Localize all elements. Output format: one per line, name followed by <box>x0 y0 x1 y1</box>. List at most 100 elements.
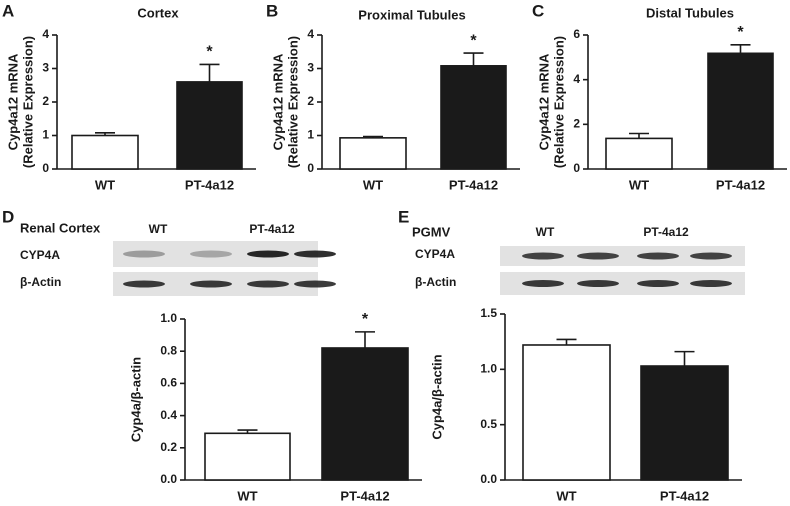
y-axis-label: (Relative Expression) <box>285 36 300 168</box>
significance-mark: * <box>737 24 744 41</box>
y-axis-label: Cyp4a12 mRNA <box>536 53 551 150</box>
y-tick-label: 0.2 <box>160 440 177 454</box>
blot-band <box>522 252 564 260</box>
y-tick-label: 0.8 <box>160 343 177 357</box>
bar <box>321 347 409 481</box>
error-bar <box>355 331 375 348</box>
y-tick-label: 2 <box>573 117 580 131</box>
blot-band <box>190 280 232 288</box>
y-tick-label: 3 <box>307 61 314 75</box>
y-tick-label: 2 <box>42 94 49 108</box>
y-tick-label: 4 <box>307 27 314 41</box>
y-tick-label: 1.5 <box>480 306 497 320</box>
y-tick-label: 4 <box>42 27 49 41</box>
blot-strip <box>500 272 745 295</box>
blot-row-label: β-Actin <box>415 275 456 289</box>
blot-band <box>294 280 336 288</box>
error-bar <box>237 429 258 434</box>
bar <box>204 432 291 481</box>
panel-letter: C <box>532 1 544 20</box>
bar <box>71 134 139 170</box>
bar <box>440 65 507 170</box>
chart-title: Distal Tubules <box>646 5 734 20</box>
panel-letter: B <box>266 1 278 20</box>
chart-title: Cortex <box>137 5 179 20</box>
blot-group-label: PT-4a12 <box>249 222 295 236</box>
bar <box>605 137 673 170</box>
blot-group-label: WT <box>536 225 555 239</box>
blot-band <box>690 252 732 260</box>
bar <box>176 81 243 170</box>
significance-mark: * <box>470 32 477 49</box>
blot-group-label: PT-4a12 <box>643 225 689 239</box>
y-tick-label: 0 <box>307 161 314 175</box>
x-tick-label: WT <box>363 177 383 192</box>
panel-letter: E <box>398 207 409 226</box>
chart-title: Proximal Tubules <box>358 7 465 22</box>
y-tick-label: 0.0 <box>160 472 177 486</box>
y-tick-label: 3 <box>42 61 49 75</box>
blot-band <box>123 280 165 288</box>
y-tick-label: 6 <box>573 27 580 41</box>
blot-band <box>577 252 619 260</box>
error-bar <box>629 132 649 139</box>
error-bar <box>463 52 484 66</box>
y-tick-label: 0.6 <box>160 376 177 390</box>
x-tick-label: PT-4a12 <box>449 177 498 192</box>
x-tick-label: PT-4a12 <box>716 177 765 192</box>
significance-mark: * <box>362 311 369 328</box>
y-tick-label: 2 <box>307 94 314 108</box>
error-bar <box>199 63 220 82</box>
bar <box>522 344 611 481</box>
y-axis-label: (Relative Expression) <box>20 36 35 168</box>
chart-title: Renal Cortex <box>20 220 101 235</box>
blot-band <box>247 280 289 288</box>
y-tick-label: 0.0 <box>480 472 497 486</box>
y-tick-label: 0.4 <box>160 408 177 422</box>
error-bar <box>556 338 577 345</box>
y-tick-label: 1.0 <box>160 311 177 325</box>
significance-mark: * <box>206 44 213 61</box>
blot-band <box>637 252 679 260</box>
y-tick-label: 1.0 <box>480 362 497 376</box>
y-tick-label: 0.5 <box>480 417 497 431</box>
y-axis-label: Cyp4a12 mRNA <box>5 53 20 150</box>
y-tick-label: 0 <box>573 161 580 175</box>
blot-row-label: β-Actin <box>20 275 61 289</box>
x-tick-label: PT-4a12 <box>660 488 709 503</box>
y-tick-label: 4 <box>573 72 580 86</box>
chart-title: PGMV <box>412 224 451 239</box>
blot-band <box>690 280 732 287</box>
blot-strip <box>500 246 745 266</box>
x-tick-label: WT <box>237 488 257 503</box>
y-axis-label: Cyp4a/β-actin <box>128 357 143 442</box>
error-bar <box>730 44 751 54</box>
error-bar <box>363 135 383 138</box>
x-tick-label: PT-4a12 <box>340 488 389 503</box>
blot-band <box>247 250 289 258</box>
x-tick-label: WT <box>95 177 115 192</box>
blot-band <box>522 280 564 287</box>
bar <box>339 137 407 170</box>
y-axis-label: Cyp4a12 mRNA <box>270 53 285 150</box>
blot-band <box>577 280 619 287</box>
x-tick-label: WT <box>629 177 649 192</box>
blot-band <box>637 280 679 287</box>
x-tick-label: PT-4a12 <box>185 177 234 192</box>
blot-row-label: CYP4A <box>415 247 455 261</box>
bar <box>640 365 729 481</box>
panel-letter: D <box>2 207 14 226</box>
blot-row-label: CYP4A <box>20 248 60 262</box>
bar <box>707 52 774 170</box>
y-tick-label: 1 <box>307 128 314 142</box>
error-bar <box>674 350 695 367</box>
blot-band <box>294 250 336 258</box>
y-tick-label: 0 <box>42 161 49 175</box>
y-axis-label: (Relative Expression) <box>551 36 566 168</box>
blot-band <box>123 250 165 258</box>
y-tick-label: 1 <box>42 128 49 142</box>
error-bar <box>95 132 115 136</box>
x-tick-label: WT <box>556 488 576 503</box>
blot-group-label: WT <box>149 222 168 236</box>
panel-letter: A <box>2 1 14 20</box>
